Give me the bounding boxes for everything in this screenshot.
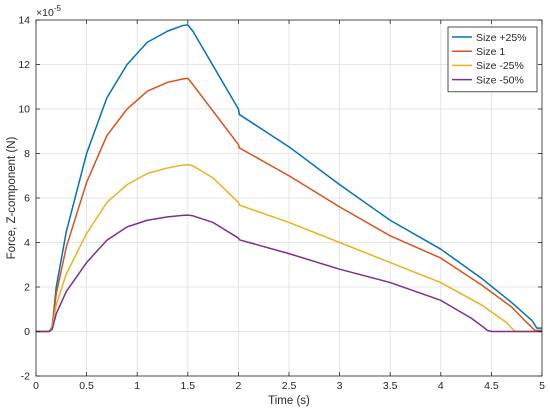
x-tick-label: 1.5 bbox=[180, 380, 195, 392]
x-axis-label: Time (s) bbox=[268, 395, 310, 407]
legend-label: Size -50% bbox=[476, 74, 524, 86]
exponent-power: -5 bbox=[54, 4, 62, 13]
y-tick-label: 14 bbox=[18, 15, 30, 27]
y-tick-label: 12 bbox=[18, 59, 30, 71]
x-tick-label: 4.5 bbox=[484, 380, 499, 392]
y-tick-label: -2 bbox=[21, 371, 30, 383]
exponent-base: ×10 bbox=[36, 7, 54, 19]
x-tick-label: 5 bbox=[539, 380, 545, 392]
y-tick-label: 2 bbox=[24, 282, 30, 294]
x-tick-label: 3.5 bbox=[383, 380, 398, 392]
y-axis-label: Force, Z-component (N) bbox=[6, 136, 18, 259]
y-tick-label: 4 bbox=[24, 237, 30, 249]
legend-label: Size +25% bbox=[476, 32, 527, 44]
y-tick-label: 0 bbox=[24, 326, 30, 338]
exponent-label: ×10-5 bbox=[36, 4, 61, 19]
x-tick-label: 2 bbox=[235, 380, 241, 392]
x-tick-label: 1 bbox=[134, 380, 140, 392]
x-tick-label: 2.5 bbox=[282, 380, 297, 392]
x-tick-label: 0 bbox=[33, 380, 39, 392]
legend-label: Size -25% bbox=[476, 60, 524, 72]
y-tick-label: 6 bbox=[24, 193, 30, 205]
x-tick-label: 3 bbox=[337, 380, 343, 392]
x-tick-label: 0.5 bbox=[79, 380, 94, 392]
legend: Size +25% Size 1 Size -25% Size -50% bbox=[448, 27, 537, 92]
legend-label: Size 1 bbox=[476, 46, 505, 58]
x-tick-label: 4 bbox=[438, 380, 444, 392]
y-tick-label: 10 bbox=[18, 104, 30, 116]
y-tick-label: 8 bbox=[24, 148, 30, 160]
